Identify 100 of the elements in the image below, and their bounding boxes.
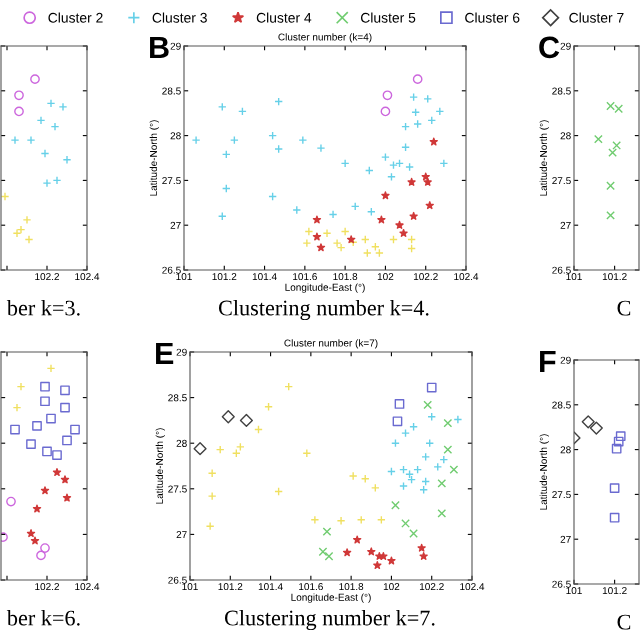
point bbox=[399, 481, 408, 491]
point bbox=[340, 227, 350, 236]
point bbox=[399, 228, 408, 237]
point bbox=[373, 561, 382, 570]
point bbox=[32, 504, 42, 513]
point bbox=[302, 238, 312, 248]
point bbox=[421, 172, 430, 181]
point bbox=[391, 500, 400, 510]
point bbox=[375, 248, 384, 258]
point bbox=[613, 436, 624, 447]
point bbox=[409, 92, 418, 102]
text: F bbox=[540, 350, 556, 372]
point bbox=[611, 443, 622, 454]
point bbox=[387, 556, 396, 565]
point bbox=[342, 548, 352, 557]
point bbox=[407, 177, 416, 186]
point bbox=[191, 135, 201, 145]
point bbox=[377, 215, 386, 224]
point bbox=[217, 102, 227, 112]
point bbox=[60, 475, 70, 484]
point bbox=[370, 483, 380, 493]
point bbox=[40, 486, 50, 495]
point bbox=[239, 413, 253, 427]
point bbox=[207, 468, 217, 478]
point bbox=[433, 462, 443, 472]
point bbox=[50, 122, 60, 132]
point bbox=[425, 201, 434, 210]
point bbox=[22, 215, 32, 225]
point bbox=[389, 160, 398, 170]
point bbox=[1, 192, 10, 201]
point bbox=[332, 238, 342, 248]
point bbox=[409, 211, 418, 220]
text: C bbox=[617, 614, 631, 630]
point bbox=[609, 483, 620, 493]
point bbox=[437, 509, 447, 518]
point bbox=[381, 191, 390, 200]
point bbox=[340, 159, 350, 168]
point bbox=[318, 547, 328, 557]
point bbox=[608, 148, 617, 157]
point bbox=[437, 478, 447, 488]
point bbox=[193, 442, 207, 456]
point bbox=[443, 445, 453, 454]
point bbox=[12, 403, 22, 413]
point bbox=[304, 227, 314, 236]
point bbox=[423, 94, 433, 104]
point bbox=[46, 364, 56, 373]
text: C bbox=[617, 300, 631, 316]
point bbox=[336, 516, 346, 526]
point bbox=[401, 428, 410, 438]
point bbox=[205, 521, 215, 531]
point bbox=[362, 248, 372, 258]
point bbox=[419, 551, 428, 560]
point bbox=[392, 416, 403, 427]
point bbox=[589, 421, 603, 435]
text: E bbox=[156, 342, 174, 364]
point bbox=[609, 512, 620, 523]
point bbox=[387, 172, 396, 182]
point bbox=[207, 491, 217, 501]
point bbox=[16, 225, 26, 235]
point bbox=[356, 515, 366, 525]
point bbox=[221, 410, 235, 424]
point bbox=[12, 228, 22, 238]
point bbox=[40, 149, 50, 158]
point bbox=[381, 152, 390, 162]
text: B bbox=[150, 36, 169, 58]
point bbox=[310, 515, 320, 525]
point bbox=[421, 452, 431, 462]
point bbox=[235, 442, 245, 452]
point bbox=[336, 243, 346, 252]
point bbox=[443, 418, 453, 428]
point bbox=[615, 431, 626, 442]
point bbox=[401, 519, 410, 528]
point bbox=[46, 98, 56, 108]
point bbox=[394, 399, 405, 409]
point bbox=[409, 529, 418, 538]
point bbox=[274, 144, 284, 154]
point bbox=[614, 104, 624, 114]
point bbox=[62, 493, 72, 502]
point bbox=[36, 115, 46, 125]
point bbox=[316, 243, 326, 252]
point bbox=[417, 543, 426, 552]
point bbox=[316, 143, 326, 153]
point bbox=[292, 205, 302, 215]
point bbox=[16, 382, 26, 392]
point bbox=[328, 210, 338, 219]
point bbox=[606, 210, 615, 220]
point bbox=[429, 137, 438, 146]
point bbox=[395, 220, 404, 229]
point bbox=[435, 107, 445, 116]
point bbox=[58, 102, 68, 112]
point bbox=[581, 415, 595, 429]
text: ber k=6. bbox=[6, 609, 80, 626]
point bbox=[229, 135, 239, 145]
point bbox=[10, 135, 20, 145]
point bbox=[423, 177, 432, 186]
point bbox=[449, 465, 459, 475]
point bbox=[62, 155, 72, 165]
point bbox=[612, 141, 622, 150]
point bbox=[26, 135, 36, 145]
point bbox=[26, 529, 36, 538]
